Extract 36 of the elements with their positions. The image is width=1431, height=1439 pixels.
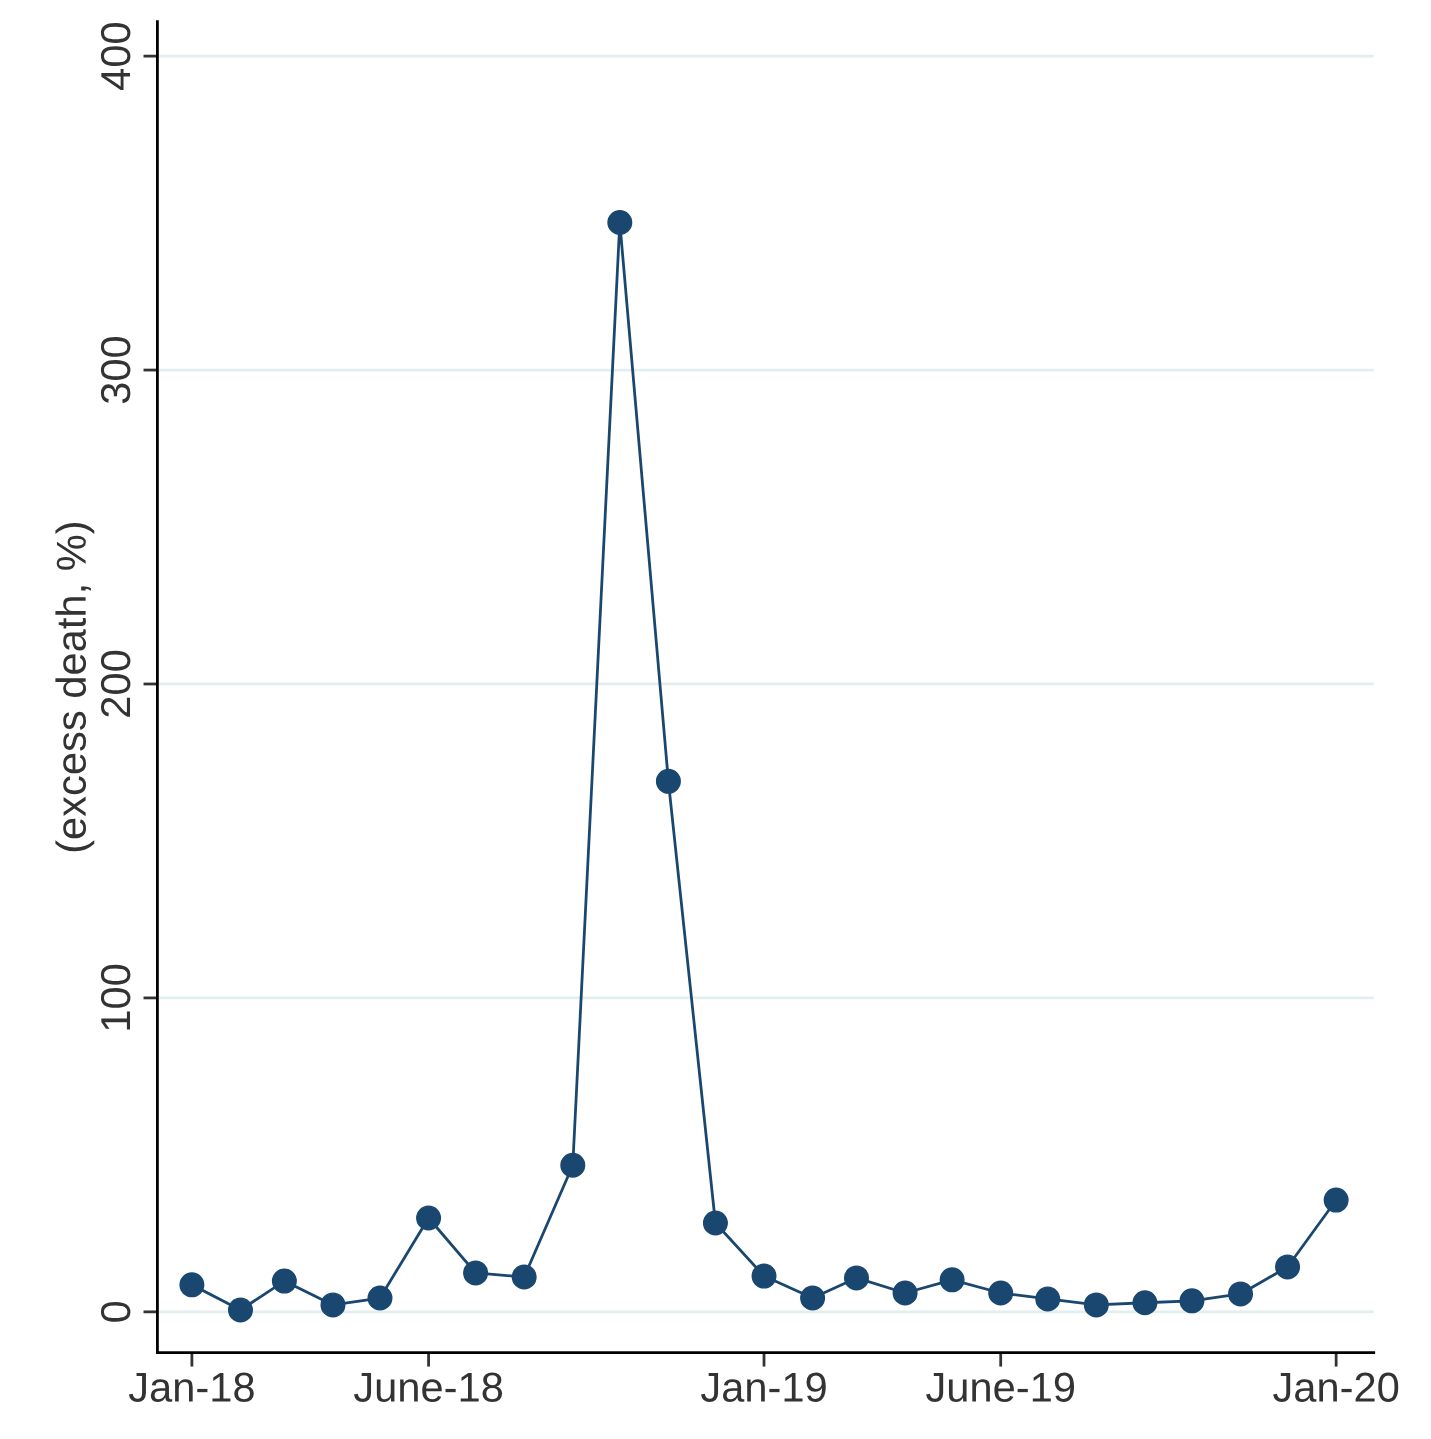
y-axis-title: (excess death, %) [55, 522, 95, 852]
y-tick-label: 300 [100, 336, 131, 404]
point [939, 1267, 965, 1293]
y-tick-label: 400 [100, 22, 131, 90]
point [416, 1205, 442, 1231]
point [607, 210, 633, 236]
point [800, 1285, 826, 1311]
y-tick-label: 100 [100, 964, 131, 1030]
x-tick-label: Jan-18 [128, 1372, 254, 1403]
point [892, 1280, 918, 1306]
point [702, 1210, 728, 1236]
y-tick-label: 0 [100, 1301, 131, 1322]
point [1083, 1292, 1109, 1318]
point [751, 1263, 777, 1289]
x-tick-label: Jan-19 [700, 1372, 826, 1403]
point [1179, 1288, 1205, 1314]
x-tick-label: Jan-20 [1273, 1372, 1399, 1403]
point [1228, 1281, 1254, 1307]
point [511, 1264, 537, 1290]
point [1035, 1286, 1061, 1312]
point [320, 1292, 346, 1318]
point [1323, 1187, 1349, 1213]
y-tick-label: 200 [100, 650, 131, 717]
point [1132, 1290, 1158, 1316]
point [227, 1297, 253, 1323]
point [843, 1265, 869, 1291]
x-tick-label: June-19 [926, 1372, 1075, 1403]
point [271, 1268, 297, 1294]
point [560, 1152, 586, 1178]
point [988, 1280, 1014, 1306]
x-tick-label: June-18 [353, 1372, 503, 1403]
point [463, 1260, 489, 1286]
point [1275, 1254, 1301, 1280]
point [179, 1272, 205, 1298]
point [655, 768, 681, 794]
point [367, 1285, 393, 1311]
